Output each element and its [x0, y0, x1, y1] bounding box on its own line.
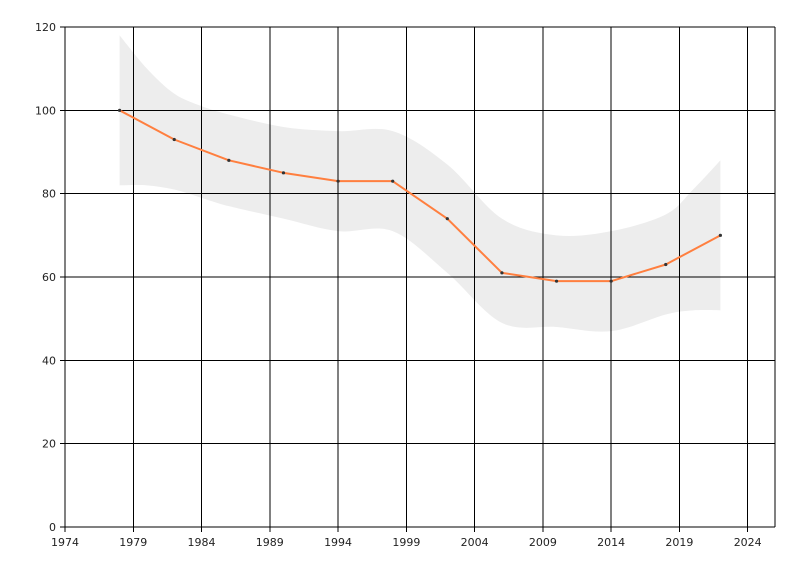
data-point: [391, 179, 395, 183]
y-tick-label: 80: [42, 188, 56, 201]
data-point: [500, 271, 504, 275]
x-tick-label: 1999: [392, 536, 420, 549]
y-tick-label: 100: [35, 104, 56, 117]
x-tick-label: 1979: [119, 536, 147, 549]
x-tick-label: 2024: [734, 536, 762, 549]
data-point: [227, 158, 231, 162]
x-tick-label: 1974: [51, 536, 79, 549]
data-point: [718, 233, 722, 237]
x-tick-label: 2014: [597, 536, 625, 549]
y-tick-label: 40: [42, 354, 56, 367]
series-layer: [118, 108, 722, 283]
data-point: [172, 137, 176, 142]
x-tick-label: 2004: [461, 536, 489, 549]
y-tick-label: 20: [42, 438, 56, 451]
confidence-band-layer: [119, 35, 721, 332]
x-tick-label: 1994: [324, 536, 352, 549]
data-point: [445, 217, 449, 221]
y-tick-label: 60: [42, 271, 56, 284]
axes: [60, 26, 775, 532]
data-point: [609, 279, 613, 283]
x-tick-label: 2009: [529, 536, 557, 549]
y-axis-ticks: 0 20 40 60 80 100 120: [35, 21, 56, 534]
series-line: [119, 109, 721, 283]
x-tick-label: 1989: [256, 536, 284, 549]
x-tick-label: 2019: [665, 536, 693, 549]
data-point: [554, 279, 559, 283]
data-point: [336, 179, 340, 183]
y-tick-label: 0: [49, 521, 56, 534]
confidence-band: [119, 35, 721, 332]
data-point: [118, 108, 122, 112]
x-axis-ticks: 1974 1979 1984 1989 1994 1999 2004 2009 2014 2019…: [51, 536, 762, 549]
data-point: [664, 262, 668, 267]
y-tick-label: 120: [35, 21, 56, 34]
x-tick-label: 1984: [188, 536, 216, 549]
data-point: [281, 171, 286, 175]
